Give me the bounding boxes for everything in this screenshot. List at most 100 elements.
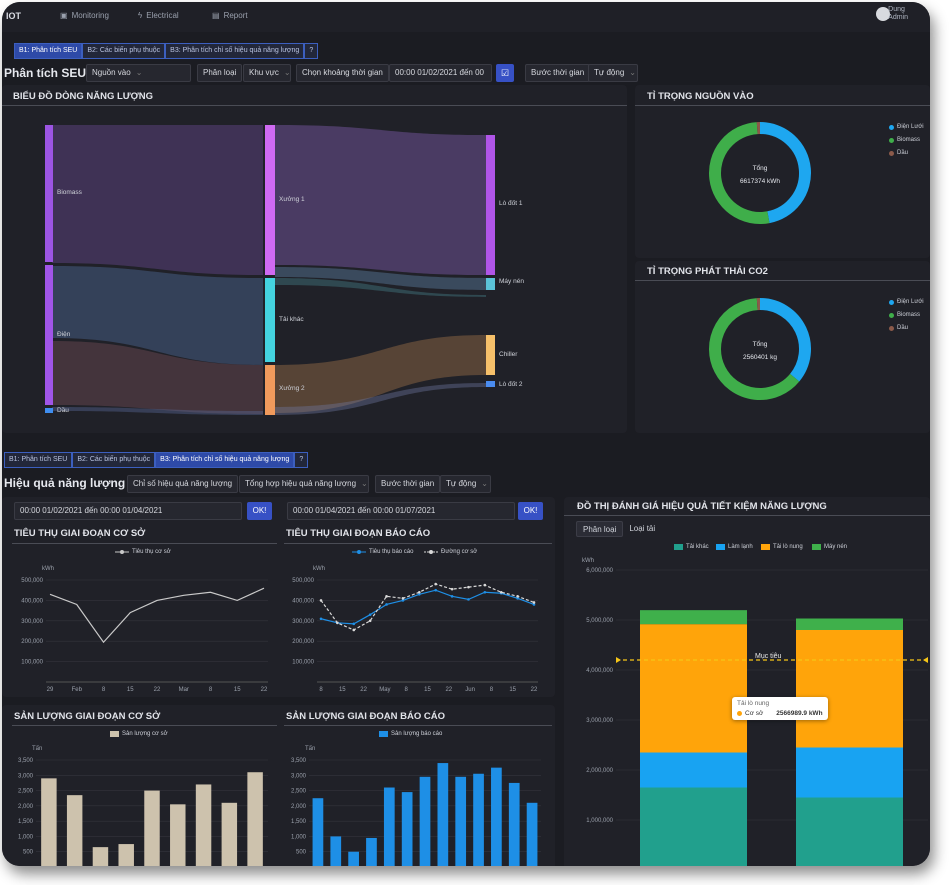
series-line-1 — [320, 583, 535, 631]
step-select[interactable]: Tự động — [588, 64, 638, 82]
legend-dau[interactable]: Dầu — [889, 150, 908, 156]
bolt-icon: ϟ — [138, 11, 143, 20]
donut-slice-1 — [709, 298, 800, 400]
legend-bar-report[interactable]: Sản lượng báo cáo — [379, 731, 442, 737]
report-period-input[interactable]: 00:00 01/04/2021 đến 00:00 01/07/2021 — [287, 502, 515, 520]
legend-co2-dien-luoi[interactable]: Điện Lưới — [889, 299, 924, 305]
efficiency-index-button[interactable]: Chỉ số hiệu quả năng lượng — [127, 475, 239, 493]
legend-tai-khac[interactable]: Tải khác — [674, 544, 709, 550]
legend-lam-lanh[interactable]: Làm lạnh — [716, 544, 753, 550]
nav-electrical[interactable]: ϟ Electrical — [138, 11, 179, 20]
x-tick-label: 29 — [47, 687, 54, 693]
bar — [491, 767, 502, 866]
sankey-label-dau: Dầu — [57, 407, 69, 414]
report-icon: ▤ — [212, 11, 220, 20]
data-point — [483, 590, 487, 594]
legend-biomass[interactable]: Biomass — [889, 137, 920, 143]
nav-monitoring[interactable]: ▣ Monitoring — [60, 11, 109, 20]
sankey-node-xuong2[interactable] — [265, 365, 275, 415]
x-tick-label: 8 — [490, 687, 494, 693]
y-tick-label: 200,000 — [292, 639, 314, 645]
tab-seu[interactable]: B1: Phân tích SEU — [14, 43, 83, 59]
bar-tooltip: Tải lò nung Cơ sở 2566989.9 kWh — [732, 697, 828, 720]
x-tick-label: 8 — [405, 687, 409, 693]
page-title: Phân tích SEU — [4, 66, 87, 80]
legend-may-nen[interactable]: Máy nén — [812, 544, 847, 550]
nav-report[interactable]: ▤ Report — [212, 11, 248, 20]
sankey-node-dien[interactable] — [45, 265, 53, 405]
y-tick-label: 500 — [296, 850, 307, 856]
user-info[interactable]: Dung Admin — [888, 6, 908, 22]
tab-seu-2[interactable]: B1: Phân tích SEU — [4, 452, 73, 468]
base-ok-button[interactable]: OK! — [247, 502, 272, 520]
y-tick-label: 4,000,000 — [586, 668, 613, 674]
tab-efficiency-index-2[interactable]: B3: Phân tích chỉ số hiệu quả năng lượng — [155, 452, 295, 468]
step-tabs-mid: B1: Phân tích SEU B2: Các biến phụ thuộc… — [4, 452, 309, 468]
confirm-period-button[interactable]: ☑ — [496, 64, 514, 82]
avatar[interactable] — [876, 7, 890, 21]
data-point — [336, 621, 339, 625]
report-ok-button[interactable]: OK! — [518, 502, 543, 520]
sankey-node-xuong1[interactable] — [265, 125, 275, 275]
target-marker-right — [923, 657, 928, 663]
tab-help-2[interactable]: ? — [294, 452, 309, 468]
eff-step-label: Bước thời gian — [375, 475, 441, 493]
sankey-node-may-nen[interactable] — [486, 278, 495, 290]
y-tick-label: 1,000 — [18, 834, 34, 840]
savings-title: ĐỒ THỊ ĐÁNH GIÁ HIỆU QUẢ TIẾT KIỆM NĂNG … — [577, 501, 827, 512]
legend-tai-lo-nung[interactable]: Tải lò nung — [761, 544, 803, 550]
sankey-node-lo-dot-2[interactable] — [486, 381, 495, 387]
sankey-label-dien: Điện — [57, 331, 71, 338]
y-tick-label: 1,000 — [291, 834, 307, 840]
classify-select[interactable]: Khu vực — [243, 64, 291, 82]
sankey-node-tai-khac[interactable] — [265, 278, 275, 362]
stack-segment-0 — [796, 797, 903, 866]
legend-line-base[interactable]: Tiêu thụ cơ sở — [115, 549, 171, 555]
y-tick-label: 500 — [23, 850, 34, 856]
bar — [92, 847, 109, 866]
legend-line-report[interactable]: Tiêu thụ báo cáo — [352, 549, 413, 555]
seg-classify[interactable]: Phân loại — [576, 521, 624, 537]
x-tick-label: 22 — [154, 687, 161, 693]
sankey-node-chiller[interactable] — [486, 335, 495, 375]
bar — [366, 837, 377, 866]
data-point — [434, 588, 437, 592]
sankey-node-biomass[interactable] — [45, 125, 53, 262]
bar — [348, 851, 359, 866]
user-role: Admin — [888, 14, 908, 21]
data-point — [368, 619, 372, 623]
stack-segment-1 — [640, 752, 747, 788]
y-tick-label: 1,000,000 — [586, 818, 613, 824]
tab-dependent-vars[interactable]: B2: Các biến phụ thuộc — [82, 43, 166, 59]
stack-segment-0 — [640, 787, 747, 866]
legend-bar-base[interactable]: Sản lượng cơ sở — [110, 731, 168, 737]
source-select[interactable]: Nguồn vào — [86, 64, 191, 82]
base-period-input[interactable]: 00:00 01/02/2021 đến 00:00 01/04/2021 — [14, 502, 242, 520]
tab-help[interactable]: ? — [304, 43, 319, 59]
donut-source-title: TỈ TRỌNG NGUỒN VÀO — [647, 91, 754, 102]
summary-select[interactable]: Tổng hợp hiệu quả năng lượng — [239, 475, 369, 493]
period-input[interactable]: 00:00 01/02/2021 đến 00 — [389, 64, 492, 82]
donut-source-chart — [709, 122, 811, 224]
legend-dien-luoi[interactable]: Điện Lưới — [889, 124, 924, 130]
y-tick-label: 300,000 — [292, 619, 314, 625]
step-label: Bước thời gian — [525, 64, 591, 82]
sankey-chart — [52, 125, 486, 415]
data-point — [434, 582, 437, 586]
seg-load-type[interactable]: Loại tải — [629, 524, 656, 533]
eff-step-select[interactable]: Tự động — [440, 475, 491, 493]
tab-efficiency-index[interactable]: B3: Phân tích chỉ số hiệu quả năng lượng — [165, 43, 305, 59]
sankey-node-lo-dot-1[interactable] — [486, 135, 495, 275]
legend-line-baseline[interactable]: Đường cơ sở — [424, 549, 477, 555]
tab-dependent-vars-2[interactable]: B2: Các biến phụ thuộc — [72, 452, 156, 468]
data-point — [516, 597, 519, 600]
sankey-label-chiller: Chiller — [499, 351, 518, 358]
line-base-chart: kWh 500,000 400,000 300,000 200,000 100,000 29… — [21, 566, 268, 693]
sankey-label-biomass: Biomass — [57, 189, 82, 196]
nav-report-label: Report — [223, 11, 248, 20]
bar-report-title: SẢN LƯỢNG GIAI ĐOẠN BÁO CÁO — [286, 711, 446, 722]
legend-co2-biomass[interactable]: Biomass — [889, 312, 920, 318]
sankey-node-dau[interactable] — [45, 408, 53, 413]
sankey-label-xuong2: Xưởng 2 — [279, 385, 305, 392]
legend-co2-dau[interactable]: Dầu — [889, 325, 908, 331]
